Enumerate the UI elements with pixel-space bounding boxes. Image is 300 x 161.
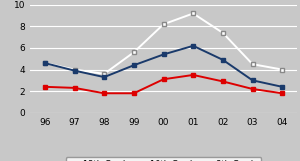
- 8th Grade: [132, 92, 136, 94]
- 12th Grade: [132, 51, 136, 53]
- 12th Grade: [102, 73, 106, 75]
- 12th Grade: [162, 23, 165, 25]
- 12th Grade: [73, 69, 76, 71]
- 10th Grade: [221, 59, 225, 61]
- 12th Grade: [43, 62, 46, 64]
- 10th Grade: [43, 62, 46, 64]
- 8th Grade: [221, 80, 225, 82]
- 10th Grade: [102, 76, 106, 78]
- 8th Grade: [73, 87, 76, 89]
- Line: 12th Grade: 12th Grade: [42, 11, 285, 76]
- 10th Grade: [191, 45, 195, 47]
- 10th Grade: [73, 70, 76, 72]
- 12th Grade: [191, 13, 195, 14]
- 8th Grade: [162, 78, 165, 80]
- 10th Grade: [251, 79, 254, 81]
- 8th Grade: [102, 92, 106, 94]
- 8th Grade: [280, 92, 284, 94]
- 8th Grade: [43, 86, 46, 88]
- 10th Grade: [162, 53, 165, 55]
- 10th Grade: [132, 64, 136, 66]
- 8th Grade: [191, 74, 195, 76]
- Legend: 12th Grade, 10th Grade, 8th Grade: 12th Grade, 10th Grade, 8th Grade: [66, 157, 261, 161]
- 10th Grade: [280, 86, 284, 88]
- 8th Grade: [251, 88, 254, 90]
- 12th Grade: [221, 32, 225, 34]
- Line: 10th Grade: 10th Grade: [42, 43, 285, 89]
- 12th Grade: [280, 69, 284, 71]
- 12th Grade: [251, 63, 254, 65]
- Line: 8th Grade: 8th Grade: [42, 72, 285, 96]
